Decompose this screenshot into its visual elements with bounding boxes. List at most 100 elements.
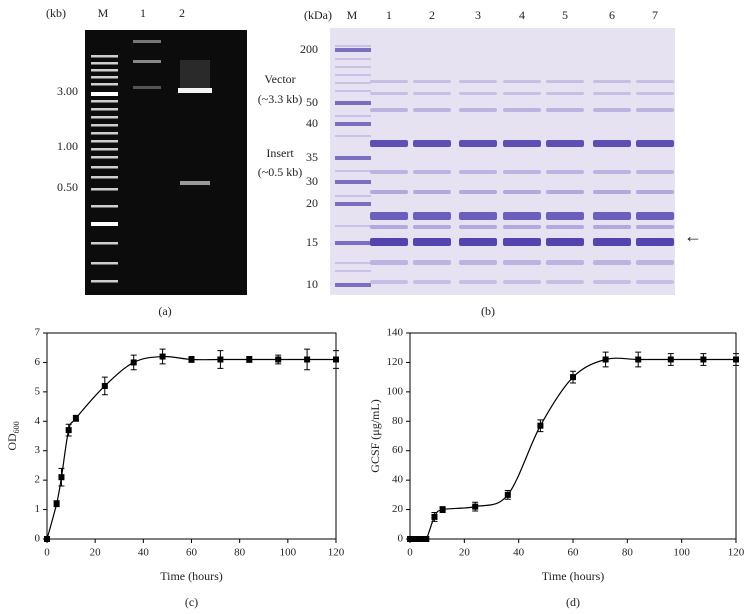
band <box>91 222 118 226</box>
band <box>459 92 497 95</box>
y-tick-label: 2 <box>35 474 41 486</box>
band <box>335 156 371 160</box>
band <box>91 108 118 111</box>
band <box>503 260 541 265</box>
band <box>636 170 674 174</box>
band <box>370 280 408 284</box>
band <box>459 140 497 147</box>
annotation: (~0.5 kb) <box>258 165 302 179</box>
band <box>503 238 541 246</box>
band <box>593 212 631 220</box>
gel-b-image <box>330 28 675 295</box>
marker-label: 50 <box>306 95 318 109</box>
marker-label: 3.00 <box>57 84 78 98</box>
lane-label: 1 <box>140 6 146 20</box>
band <box>335 90 371 92</box>
band <box>413 170 451 174</box>
band <box>91 242 118 245</box>
band <box>91 156 118 159</box>
marker-label: 30 <box>306 174 318 188</box>
band <box>335 74 371 76</box>
band <box>370 170 408 174</box>
band <box>413 260 451 265</box>
band <box>335 135 371 137</box>
point <box>130 359 137 366</box>
y-tick-label: 0 <box>35 533 41 545</box>
band <box>91 92 118 96</box>
band <box>636 238 674 246</box>
point <box>275 356 282 363</box>
gel-b-bands <box>335 45 674 287</box>
band <box>370 80 408 83</box>
x-tick-label: 60 <box>568 547 580 559</box>
x-tick-label: 40 <box>138 547 150 559</box>
band <box>459 190 497 194</box>
band <box>413 92 451 95</box>
band <box>459 280 497 284</box>
band <box>413 238 451 246</box>
band <box>413 80 451 83</box>
band <box>593 280 631 284</box>
band <box>503 280 541 284</box>
point <box>304 356 311 363</box>
band <box>503 190 541 194</box>
band <box>335 82 371 84</box>
marker-label: 0.50 <box>57 180 78 194</box>
band <box>91 76 118 79</box>
band <box>370 260 408 265</box>
band <box>636 108 674 112</box>
band <box>636 212 674 220</box>
lane-label: 2 <box>179 6 185 20</box>
lane-label: 3 <box>475 8 481 22</box>
band <box>636 260 674 265</box>
band <box>91 176 118 179</box>
band <box>459 170 497 174</box>
band <box>593 92 631 95</box>
band <box>636 225 674 229</box>
band <box>335 225 371 227</box>
x-tick-label: 80 <box>234 547 246 559</box>
point <box>188 356 195 363</box>
point <box>246 356 253 363</box>
band <box>593 225 631 229</box>
point <box>472 503 479 510</box>
y-tick-label: 80 <box>392 415 404 427</box>
band <box>91 166 118 169</box>
band <box>370 212 408 220</box>
band <box>335 170 371 172</box>
band <box>370 190 408 194</box>
band <box>91 140 118 143</box>
x-tick-label: 0 <box>44 547 50 559</box>
point <box>72 415 79 422</box>
plot-frame <box>46 332 337 540</box>
band <box>335 48 371 52</box>
marker-label: 10 <box>306 277 318 291</box>
x-tick-label: 100 <box>280 547 297 559</box>
band <box>546 140 584 147</box>
annotation: (~3.3 kb) <box>258 92 302 106</box>
band <box>413 225 451 229</box>
y-tick-label: 60 <box>392 444 404 456</box>
band <box>413 108 451 112</box>
band <box>636 280 674 284</box>
band <box>636 92 674 95</box>
band <box>133 40 161 43</box>
band <box>335 122 371 126</box>
band <box>91 100 118 103</box>
caption: (c) <box>185 595 198 609</box>
curve <box>46 355 336 540</box>
y-tick-label: 3 <box>35 444 41 456</box>
band <box>593 238 631 246</box>
point <box>333 356 339 363</box>
band <box>335 66 371 68</box>
band <box>546 212 584 220</box>
x-tick-label: 40 <box>513 547 525 559</box>
point <box>504 491 511 498</box>
band <box>370 238 408 246</box>
y-tick-label: 120 <box>387 356 404 368</box>
band <box>459 260 497 265</box>
band <box>91 124 118 127</box>
point <box>570 374 576 381</box>
point <box>431 513 438 520</box>
